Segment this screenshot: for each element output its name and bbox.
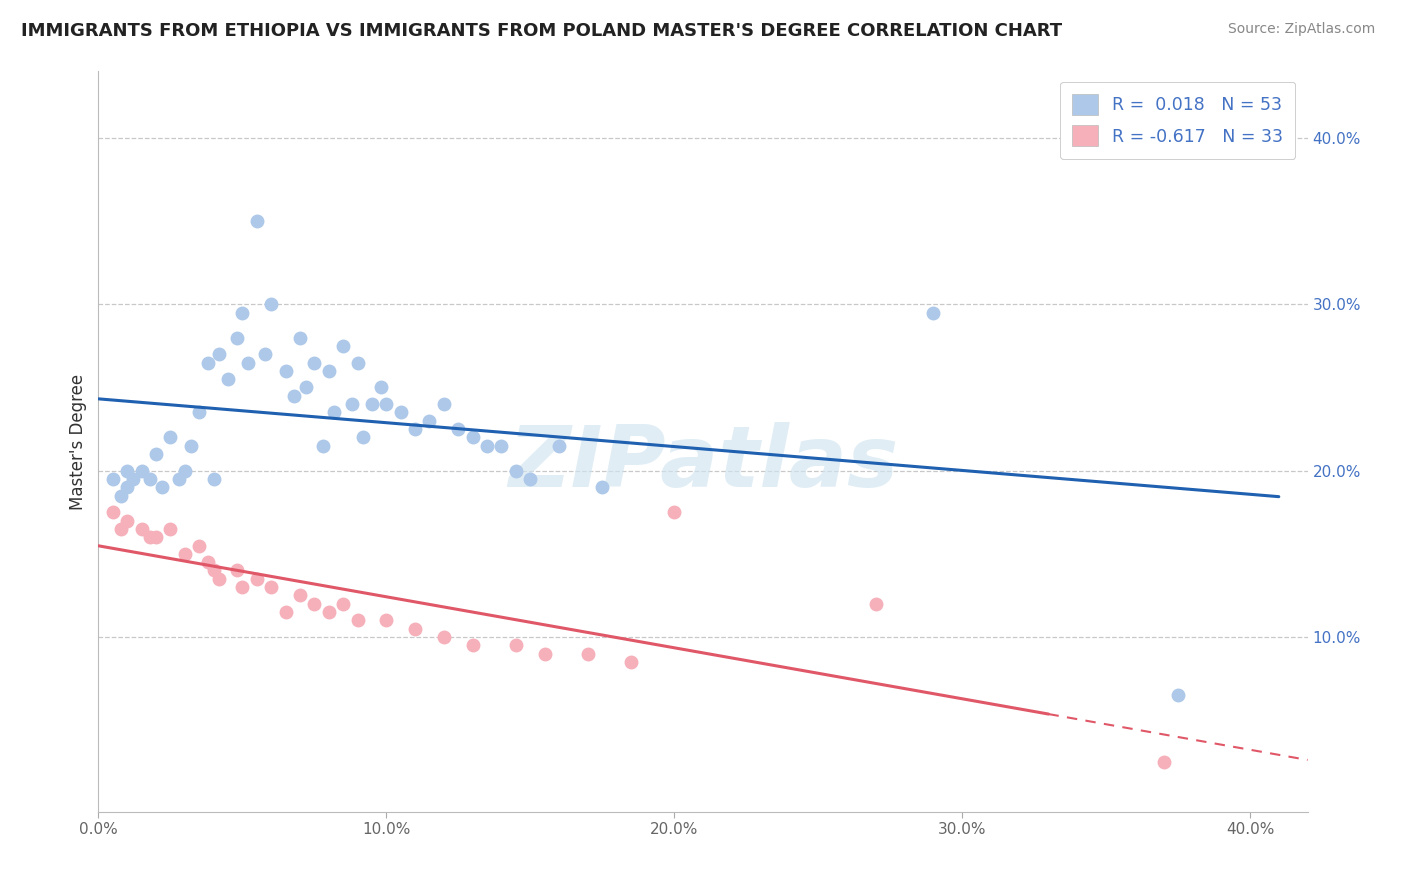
Point [361,397,384,411]
Point [197,555,219,569]
Point [101,472,124,486]
Point [1167,688,1189,702]
Text: ZIPatlas: ZIPatlas [508,422,898,505]
Point [519,472,541,486]
Point [115,480,138,494]
Point [304,597,326,611]
Point [318,605,340,619]
Point [389,405,412,419]
Point [1153,755,1175,769]
Point [188,539,211,553]
Point [620,655,643,669]
Point [145,447,167,461]
Point [231,305,253,319]
Point [246,572,269,586]
Point [188,405,211,419]
Point [418,414,440,428]
Point [254,347,277,361]
Point [122,472,145,486]
Point [115,514,138,528]
Point [231,580,253,594]
Point [197,355,219,369]
Point [332,597,354,611]
Point [375,397,398,411]
Point [173,547,195,561]
Point [274,605,297,619]
Point [167,472,190,486]
Point [139,472,162,486]
Legend: R =  0.018   N = 53, R = -0.617   N = 33: R = 0.018 N = 53, R = -0.617 N = 33 [1060,81,1295,159]
Point [236,355,259,369]
Point [283,389,305,403]
Point [461,430,484,444]
Point [433,630,456,644]
Point [131,522,153,536]
Point [131,464,153,478]
Point [288,589,311,603]
Point [260,580,283,594]
Point [404,622,426,636]
Text: Source: ZipAtlas.com: Source: ZipAtlas.com [1227,22,1375,37]
Point [304,355,326,369]
Point [101,505,124,519]
Point [274,364,297,378]
Point [491,439,513,453]
Point [447,422,470,436]
Point [323,405,346,419]
Point [145,530,167,544]
Point [505,464,527,478]
Point [664,505,686,519]
Point [139,530,162,544]
Point [202,564,225,578]
Point [346,614,368,628]
Point [505,638,527,652]
Point [475,439,498,453]
Point [346,355,368,369]
Point [246,214,269,228]
Point [208,572,231,586]
Point [576,647,599,661]
Point [533,647,555,661]
Point [159,522,181,536]
Point [294,380,316,394]
Point [370,380,392,394]
Point [332,339,354,353]
Point [340,397,363,411]
Point [217,372,239,386]
Point [591,480,613,494]
Y-axis label: Master's Degree: Master's Degree [69,374,87,509]
Text: IMMIGRANTS FROM ETHIOPIA VS IMMIGRANTS FROM POLAND MASTER'S DEGREE CORRELATION C: IMMIGRANTS FROM ETHIOPIA VS IMMIGRANTS F… [21,22,1062,40]
Point [922,305,945,319]
Point [180,439,202,453]
Point [225,564,247,578]
Point [173,464,195,478]
Point [208,347,231,361]
Point [312,439,335,453]
Point [548,439,571,453]
Point [202,472,225,486]
Point [159,430,181,444]
Point [260,297,283,311]
Point [433,397,456,411]
Point [225,330,247,344]
Point [352,430,374,444]
Point [404,422,426,436]
Point [110,522,132,536]
Point [865,597,887,611]
Point [110,489,132,503]
Point [318,364,340,378]
Point [461,638,484,652]
Point [375,614,398,628]
Point [150,480,173,494]
Point [115,464,138,478]
Point [288,330,311,344]
